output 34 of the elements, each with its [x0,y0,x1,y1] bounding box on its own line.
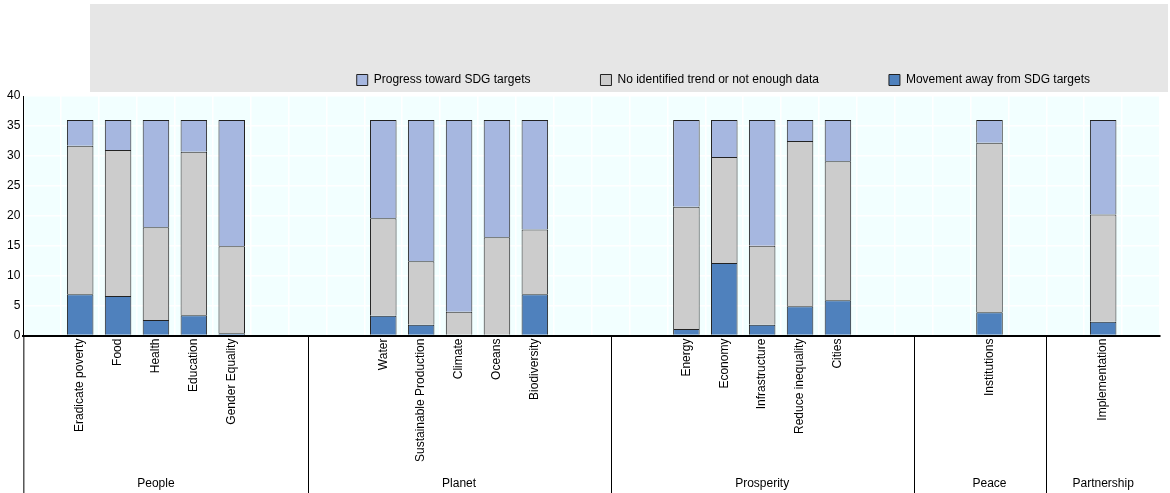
y-tick-label: 20 [6,208,21,223]
text: Partnership [1072,476,1135,490]
y-tick-label: 0 [13,327,21,342]
x-tick-label: Infrastructure [754,338,769,410]
x-tick-label: Gender Equality [224,338,239,425]
x-tick-label: Economy [716,338,731,389]
x-tick-label: Climate [451,338,466,380]
legend-label: No identified trend or not enough data [617,72,820,87]
x-tick-label: Water [375,338,390,371]
y-tick-label: 30 [6,148,21,163]
x-tick-label: Reduce inequality [792,338,807,434]
y-tick-label: 25 [6,178,21,193]
x-tick-label: Implementation [1095,338,1110,421]
x-tick-label: Cities [830,338,845,369]
x-tick-label: Health [148,338,163,374]
text: Peace [972,476,1007,490]
x-tick-label: Energy [678,338,693,377]
legend-label: Movement away from SDG targets [905,72,1090,87]
y-tick-label: 15 [6,238,21,253]
x-tick-label: Biodiversity [527,338,542,400]
x-tick-label: Eradicate poverty [72,338,87,432]
text: Planet [442,476,477,490]
x-tick-label: Institutions [981,338,996,396]
x-tick-label: Education [186,338,201,392]
text: Prosperity [735,476,790,490]
legend-label: Progress toward SDG targets [373,72,531,87]
x-tick-label: Oceans [489,338,504,380]
x-tick-label: Sustainable Production [413,338,428,463]
y-tick-label: 40 [6,88,21,103]
y-tick-label: 35 [6,118,21,133]
x-tick-label: Food [110,338,125,366]
y-tick-label: 10 [6,268,21,282]
text: People [137,476,175,490]
y-tick-label: 5 [13,297,21,312]
